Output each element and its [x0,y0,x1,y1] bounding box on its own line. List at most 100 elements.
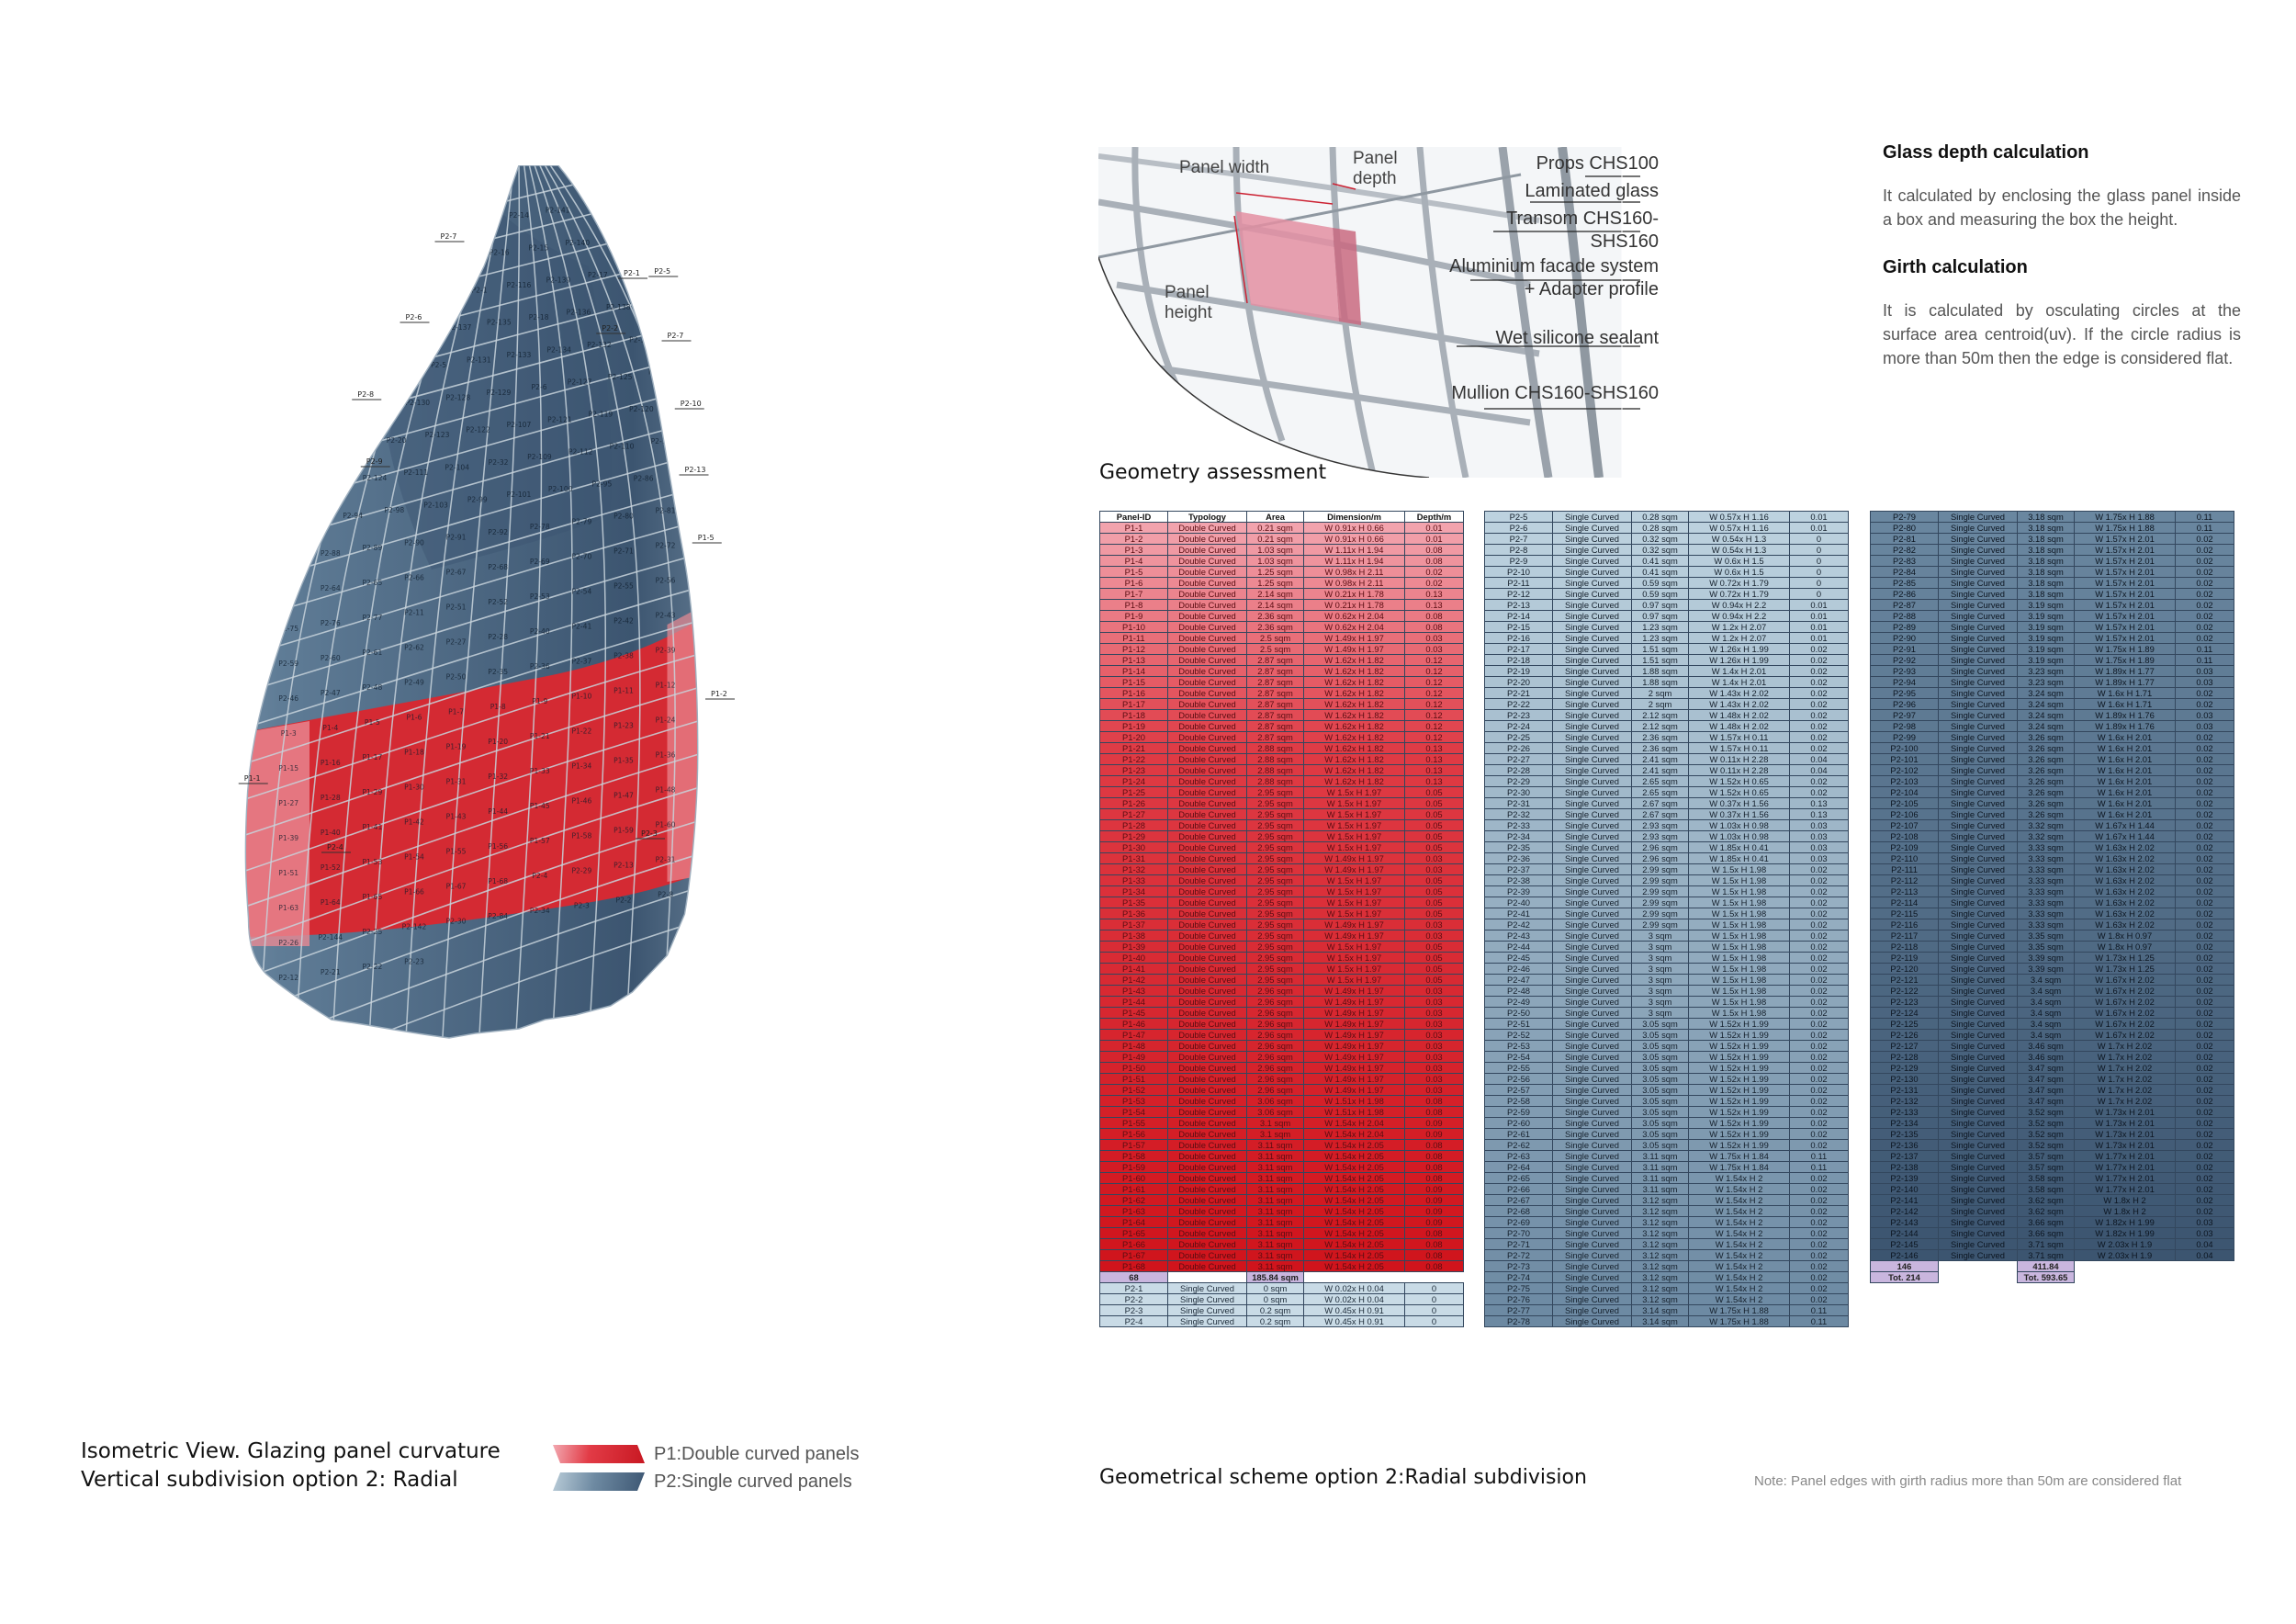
table-cell: 3.18 sqm [2017,555,2075,567]
table-row: P1-34 Double Curved 2.95 sqm W 1.5x H 1.97 0… [1099,885,1464,897]
table-cell: Single Curved [1938,1227,2018,1239]
cell-label: P1-28 [321,794,341,802]
table-row: P2-81 Single Curved 3.18 sqm W 1.57x H 2.01… [1870,533,2234,545]
table-cell: 0.03 [1404,1084,1464,1096]
table-cell: 0.13 [1404,599,1464,611]
table-cell: 3.46 sqm [2017,1051,2075,1063]
cell-label: P2-135 [487,319,512,327]
table-cell: P1-44 [1099,996,1168,1008]
table-cell: 0 sqm [1246,1293,1304,1305]
table-cell: Single Curved [1552,577,1632,589]
table-cell: P1-18 [1099,709,1168,721]
table-cell: 2.87 sqm [1246,720,1304,732]
table-cell: P2-124 [1870,1007,1939,1019]
table-cell: 3.26 sqm [2017,731,2075,743]
table-cell: Single Curved [1552,952,1632,964]
table-cell: P1-46 [1099,1018,1168,1030]
table-cell: 0.02 [2175,819,2234,831]
table-cell: P2-104 [1870,786,1939,798]
table-cell: 3.11 sqm [1246,1183,1304,1195]
table-row: P2-125 Single Curved 3.4 sqm W 1.67x H 2.02… [1870,1018,2234,1030]
table-cell: P2-98 [1870,720,1939,732]
table-row: P2-84 Single Curved 3.18 sqm W 1.57x H 2.01… [1870,566,2234,578]
glass-depth-title: Glass depth calculation [1883,142,2089,163]
table-row: P2-56 Single Curved 3.05 sqm W 1.52x H 1.99… [1484,1073,1849,1085]
cell-label: P2-51 [446,603,467,611]
cell-label: P2-134 [546,345,571,354]
cell-label: P2-118 [365,403,389,412]
table-cell: P2-72 [1484,1249,1553,1261]
table-1-body: P1-1 Double Curved 0.21 sqm W 0.91x H 0.66 0… [1099,522,1464,1327]
table-cell: P2-109 [1870,841,1939,853]
cell-label: P1-7 [448,707,464,716]
cell-label: P2-139 [546,276,571,284]
table-cell: 3.66 sqm [2017,1227,2075,1239]
table-row: P1-31 Double Curved 2.95 sqm W 1.49x H 1.97… [1099,852,1464,864]
legend-swatch-single-curved [553,1472,645,1491]
table-cell: 3.52 sqm [2017,1139,2075,1151]
cell-label: P2-109 [527,453,552,461]
table-cell: 0.12 [1404,709,1464,721]
table-cell: P2-125 [1870,1018,1939,1030]
cell-label: P2-14 [509,211,529,220]
table-cell: 0.02 [2175,874,2234,886]
table-cell: W 0.45x H 0.91 [1303,1315,1405,1327]
table-row: P2-1 Single Curved 0 sqm W 0.02x H 0.04 0 [1099,1282,1464,1294]
table-cell: 0.02 [2175,1183,2234,1195]
table-cell: Single Curved [1167,1293,1247,1305]
table-cell: Single Curved [1552,654,1632,666]
table-row: P2-21 Single Curved 2 sqm W 1.43x H 2.02 0.0… [1484,687,1849,699]
table-cell: P1-36 [1099,908,1168,919]
table-cell: 2.88 sqm [1246,742,1304,754]
table-row: P1-56 Double Curved 3.1 sqm W 1.54x H 2.04 0… [1099,1128,1464,1140]
table-cell: 0.11 [2175,643,2234,655]
table-cell: P2-116 [1870,919,1939,930]
table-cell: Single Curved [1552,874,1632,886]
table-cell: P2-74 [1484,1271,1553,1283]
table-cell: W 1.67x H 2.02 [2074,1007,2176,1019]
panel-width-label: Panel width [1179,158,1270,177]
table-cell: W 1.26x H 1.99 [1688,643,1790,655]
table-cell: Double Curved [1167,841,1247,853]
cell-label: P2-93 [739,845,760,853]
table-cell: 0.02 [2175,897,2234,908]
table-row: P1-50 Double Curved 2.96 sqm W 1.49x H 1.97… [1099,1062,1464,1074]
table-cell: 0.02 [1789,941,1849,953]
table-cell: 3.19 sqm [2017,610,2075,622]
cell-label: P1-55 [446,847,467,855]
table-cell: Single Curved [1552,852,1632,864]
table-cell: W 1.54x H 2.04 [1303,1128,1405,1140]
cell-label: P1-9 [532,697,547,705]
table-cell: Double Curved [1167,654,1247,666]
table-cell: P2-81 [1870,533,1939,545]
cell-label: P2-98 [384,506,404,514]
table-cell: P1-27 [1099,808,1168,820]
table-cell: P1-23 [1099,764,1168,776]
table-cell: P1-24 [1099,775,1168,787]
table-cell: 3.23 sqm [2017,676,2075,688]
cell-label: P1-19 [446,742,467,750]
table-cell: 3.4 sqm [2017,1018,2075,1030]
table-row: P1-2 Double Curved 0.21 sqm W 0.91x H 0.66 0… [1099,533,1464,545]
table-row: P2-104 Single Curved 3.26 sqm W 1.6x H 2.01… [1870,786,2234,798]
geometrical-scheme-caption: Geometrical scheme option 2:Radial subdi… [1099,1466,1587,1489]
table-cell: 2.95 sqm [1246,808,1304,820]
table-row: P2-11 Single Curved 0.59 sqm W 0.72x H 1.79… [1484,577,1849,589]
table-cell: Double Curved [1167,720,1247,732]
cell-label: P2-121 [547,415,572,423]
table-cell: P2-44 [1484,941,1553,953]
table-row: P2-57 Single Curved 3.05 sqm W 1.52x H 1.99… [1484,1084,1849,1096]
table-row: P2-74 Single Curved 3.12 sqm W 1.54x H 2 0.0… [1484,1271,1849,1283]
table-cell: P2-126 [1870,1029,1939,1041]
table-cell: P1-11 [1099,632,1168,644]
table-row: P2-112 Single Curved 3.33 sqm W 1.63x H 2.0… [1870,874,2234,886]
table-row: P2-136 Single Curved 3.52 sqm W 1.73x H 2.0… [1870,1139,2234,1151]
geometry-assessment-title: Geometry assessment [1099,461,1327,484]
table-cell: P1-8 [1099,599,1168,611]
table-cell: Double Curved [1167,566,1247,578]
table-cell: W 1.54x H 2 [1688,1183,1790,1195]
table-cell: W 0.45x H 0.91 [1303,1304,1405,1316]
table-cell: P2-15 [1484,621,1553,633]
table-cell: 0.02 [1789,720,1849,732]
table-cell: P2-8 [1484,544,1553,556]
